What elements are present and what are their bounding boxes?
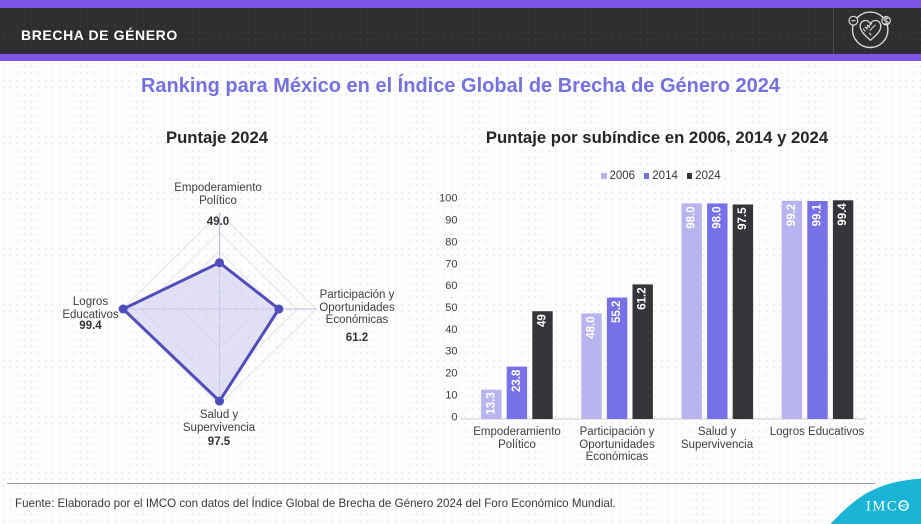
- svg-text:99.2: 99.2: [786, 204, 798, 226]
- svg-text:20: 20: [445, 368, 457, 380]
- svg-text:48.0: 48.0: [586, 316, 598, 338]
- svg-text:50: 50: [445, 302, 457, 314]
- svg-text:99.1: 99.1: [812, 203, 824, 226]
- svg-text:13.3: 13.3: [485, 392, 497, 414]
- svg-text:90: 90: [445, 215, 457, 227]
- svg-text:40: 40: [445, 324, 457, 336]
- svg-text:98.0: 98.0: [686, 206, 698, 228]
- svg-text:100: 100: [439, 193, 457, 205]
- svg-text:55.2: 55.2: [611, 301, 623, 323]
- svg-text:0: 0: [451, 411, 457, 423]
- svg-text:IMC: IMC: [866, 499, 898, 515]
- svg-text:80: 80: [445, 236, 457, 248]
- svg-text:61.2: 61.2: [637, 287, 649, 309]
- svg-text:23.8: 23.8: [511, 369, 523, 392]
- svg-text:98.0: 98.0: [711, 206, 723, 228]
- svg-text:70: 70: [445, 258, 457, 270]
- svg-text:10: 10: [445, 390, 457, 402]
- svg-text:30: 30: [445, 346, 457, 358]
- svg-text:99.4: 99.4: [837, 203, 849, 226]
- svg-text:60: 60: [445, 280, 457, 292]
- svg-text:49: 49: [537, 314, 549, 327]
- svg-text:97.5: 97.5: [737, 207, 749, 230]
